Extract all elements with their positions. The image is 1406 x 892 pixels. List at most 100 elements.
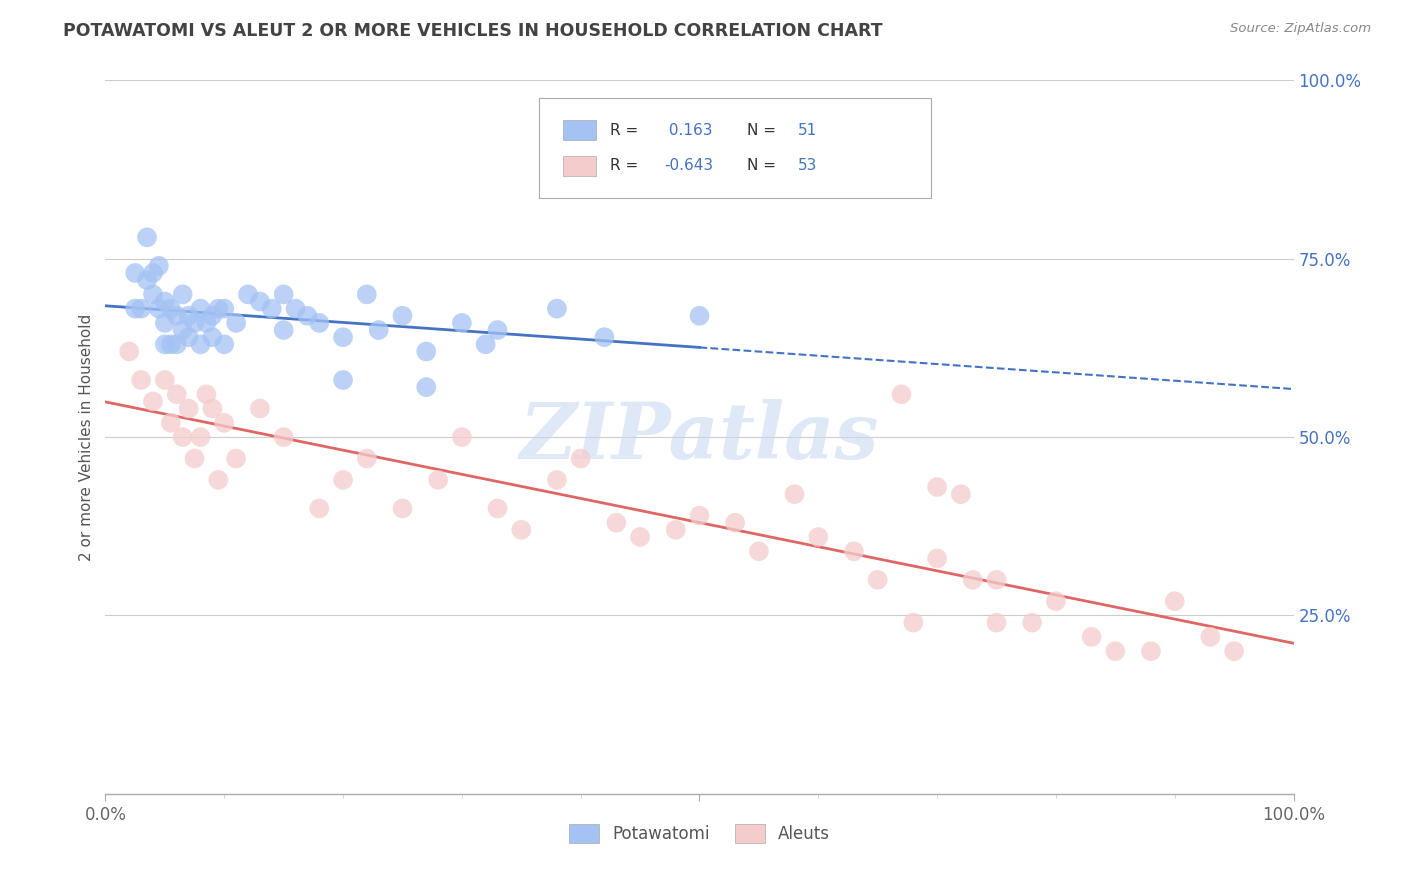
Text: -0.643: -0.643 <box>664 159 713 173</box>
Point <box>124 266 146 280</box>
Point <box>962 573 984 587</box>
Legend: Potawatomi, Aleuts: Potawatomi, Aleuts <box>562 817 837 850</box>
Point <box>1045 594 1067 608</box>
Point <box>546 473 568 487</box>
Point <box>172 323 194 337</box>
Point <box>183 316 205 330</box>
Point <box>159 337 181 351</box>
Point <box>925 551 948 566</box>
Point <box>207 301 229 316</box>
Point <box>273 287 295 301</box>
Y-axis label: 2 or more Vehicles in Household: 2 or more Vehicles in Household <box>79 313 94 561</box>
Point <box>172 287 194 301</box>
Point <box>427 473 450 487</box>
Point <box>136 230 159 244</box>
Point <box>486 323 509 337</box>
Point <box>249 401 271 416</box>
Point <box>689 309 711 323</box>
Point <box>195 387 218 401</box>
Point <box>142 266 165 280</box>
Point <box>903 615 925 630</box>
Point <box>214 337 236 351</box>
Point <box>225 451 247 466</box>
Point <box>207 473 229 487</box>
Point <box>190 337 212 351</box>
Point <box>177 401 200 416</box>
Point <box>214 416 236 430</box>
Point <box>214 301 236 316</box>
Point <box>148 301 170 316</box>
Point <box>124 301 146 316</box>
Point <box>153 337 176 351</box>
Point <box>118 344 141 359</box>
Point <box>201 330 224 344</box>
FancyBboxPatch shape <box>538 98 931 198</box>
Point <box>225 316 247 330</box>
Point <box>332 473 354 487</box>
Point <box>273 323 295 337</box>
Text: 0.163: 0.163 <box>664 123 713 137</box>
Point <box>689 508 711 523</box>
Bar <box>562 156 596 176</box>
Point <box>142 287 165 301</box>
Text: 53: 53 <box>799 159 817 173</box>
Text: POTAWATOMI VS ALEUT 2 OR MORE VEHICLES IN HOUSEHOLD CORRELATION CHART: POTAWATOMI VS ALEUT 2 OR MORE VEHICLES I… <box>63 22 883 40</box>
Point <box>308 316 330 330</box>
Point <box>166 337 188 351</box>
Point <box>593 330 616 344</box>
Point <box>569 451 592 466</box>
Text: 51: 51 <box>799 123 817 137</box>
Point <box>986 615 1008 630</box>
Point <box>415 344 437 359</box>
Point <box>177 309 200 323</box>
Point <box>190 430 212 444</box>
Text: N =: N = <box>747 123 780 137</box>
Text: N =: N = <box>747 159 780 173</box>
Point <box>474 337 496 351</box>
Point <box>949 487 972 501</box>
Point <box>1199 630 1222 644</box>
Bar <box>562 120 596 140</box>
Point <box>190 301 212 316</box>
Point <box>159 301 181 316</box>
Point <box>986 573 1008 587</box>
Point <box>450 316 472 330</box>
Point <box>195 316 218 330</box>
Point <box>724 516 747 530</box>
Point <box>332 373 354 387</box>
Point <box>665 523 688 537</box>
Point <box>166 387 188 401</box>
Point <box>1140 644 1163 658</box>
Point <box>236 287 259 301</box>
Point <box>866 573 889 587</box>
Text: Source: ZipAtlas.com: Source: ZipAtlas.com <box>1230 22 1371 36</box>
Point <box>1104 644 1126 658</box>
Point <box>1223 644 1246 658</box>
Point <box>925 480 948 494</box>
Point <box>148 259 170 273</box>
Point <box>136 273 159 287</box>
Point <box>332 330 354 344</box>
Point <box>260 301 283 316</box>
Point <box>605 516 627 530</box>
Point <box>201 309 224 323</box>
Point <box>177 330 200 344</box>
Point <box>546 301 568 316</box>
Point <box>367 323 389 337</box>
Point <box>183 451 205 466</box>
Point <box>391 501 413 516</box>
Point <box>890 387 912 401</box>
Point <box>142 394 165 409</box>
Point <box>284 301 307 316</box>
Point <box>356 451 378 466</box>
Point <box>297 309 319 323</box>
Point <box>273 430 295 444</box>
Point <box>159 416 181 430</box>
Point <box>201 401 224 416</box>
Point <box>783 487 806 501</box>
Point <box>486 501 509 516</box>
Point <box>356 287 378 301</box>
Point <box>129 373 152 387</box>
Point <box>153 373 176 387</box>
Text: ZIPatlas: ZIPatlas <box>520 399 879 475</box>
